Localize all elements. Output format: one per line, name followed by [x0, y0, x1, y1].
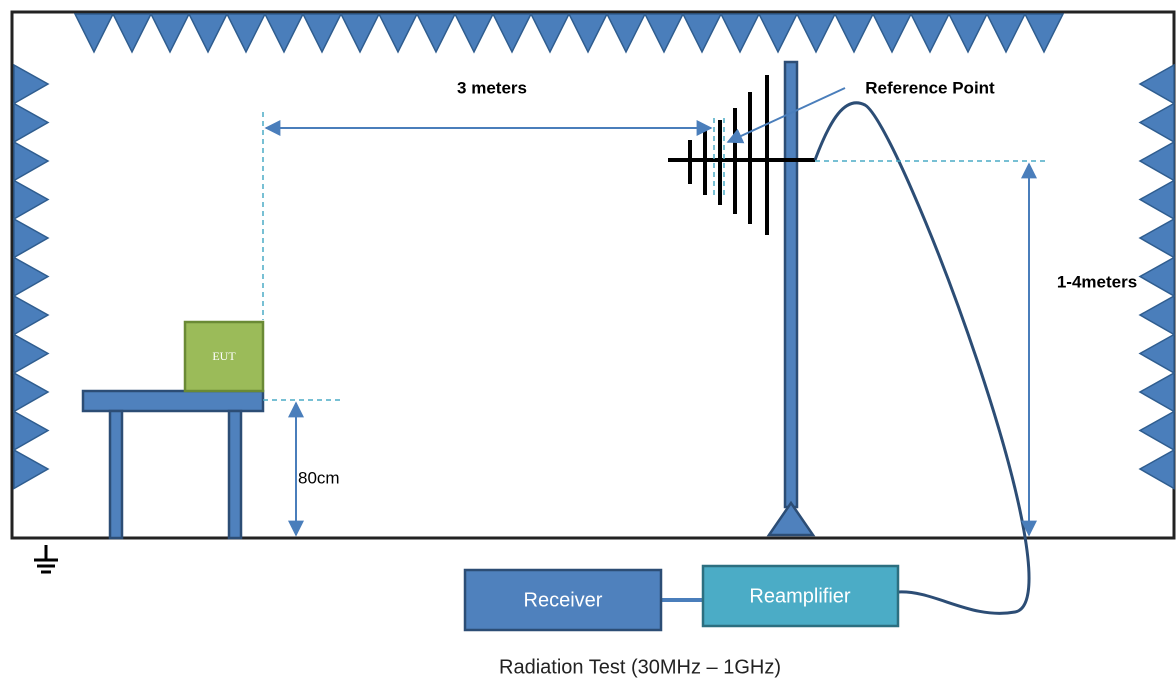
mast — [783, 60, 799, 509]
absorber — [1138, 102, 1175, 144]
absorber — [567, 13, 609, 54]
absorber — [491, 13, 533, 54]
absorber — [415, 13, 457, 54]
distance-label: 3 meters — [457, 78, 527, 97]
absorber — [13, 410, 50, 452]
absorber — [225, 13, 267, 54]
absorber — [833, 13, 875, 54]
absorber — [377, 13, 419, 54]
amplifier-box — [701, 564, 900, 628]
absorber — [301, 13, 343, 54]
absorber — [1023, 13, 1065, 54]
ground-symbol — [34, 545, 58, 574]
absorber — [871, 13, 913, 54]
absorber — [13, 140, 50, 182]
mast-base — [766, 500, 816, 537]
absorber — [681, 13, 723, 54]
absorber — [263, 13, 305, 54]
absorber — [1138, 333, 1175, 375]
absorber — [1138, 371, 1175, 413]
absorber — [643, 13, 685, 54]
absorber — [605, 13, 647, 54]
absorber — [13, 102, 50, 144]
chamber — [10, 10, 1176, 540]
absorbers — [13, 13, 1175, 490]
height-label: 1-4meters — [1057, 272, 1137, 291]
table-leg — [227, 409, 243, 540]
absorber — [909, 13, 951, 54]
absorber — [757, 13, 799, 54]
eut-box — [183, 320, 265, 393]
absorber — [13, 63, 50, 105]
receiver-box — [463, 568, 663, 632]
absorber — [13, 371, 50, 413]
reference-arrow — [726, 87, 846, 144]
table-leg — [108, 409, 124, 540]
absorber — [1138, 63, 1175, 105]
absorber — [719, 13, 761, 54]
amplifier-label: Reamplifier — [749, 585, 850, 607]
absorber — [1138, 294, 1175, 336]
absorber — [795, 13, 837, 54]
absorber — [1138, 179, 1175, 221]
absorber — [947, 13, 989, 54]
reference-label: Reference Point — [865, 78, 995, 97]
absorber — [985, 13, 1027, 54]
absorber — [13, 179, 50, 221]
antenna — [668, 75, 815, 235]
absorber — [1138, 140, 1175, 182]
absorber — [1138, 448, 1175, 490]
absorber — [339, 13, 381, 54]
absorber — [1138, 410, 1175, 452]
absorber — [111, 13, 153, 54]
absorber — [187, 13, 229, 54]
caption: Radiation Test (30MHz – 1GHz) — [499, 656, 781, 678]
eut-label: EUT — [212, 349, 236, 363]
absorber — [13, 333, 50, 375]
absorber — [453, 13, 495, 54]
absorber — [73, 13, 115, 54]
absorber — [149, 13, 191, 54]
absorber — [1138, 217, 1175, 259]
absorber — [529, 13, 571, 54]
absorber — [13, 217, 50, 259]
absorber — [1138, 256, 1175, 298]
table-top — [81, 389, 265, 413]
cable — [813, 101, 1031, 615]
receiver-label: Receiver — [524, 589, 603, 611]
absorber — [13, 294, 50, 336]
absorber — [13, 448, 50, 490]
table-height-label: 80cm — [298, 468, 340, 487]
absorber — [13, 256, 50, 298]
